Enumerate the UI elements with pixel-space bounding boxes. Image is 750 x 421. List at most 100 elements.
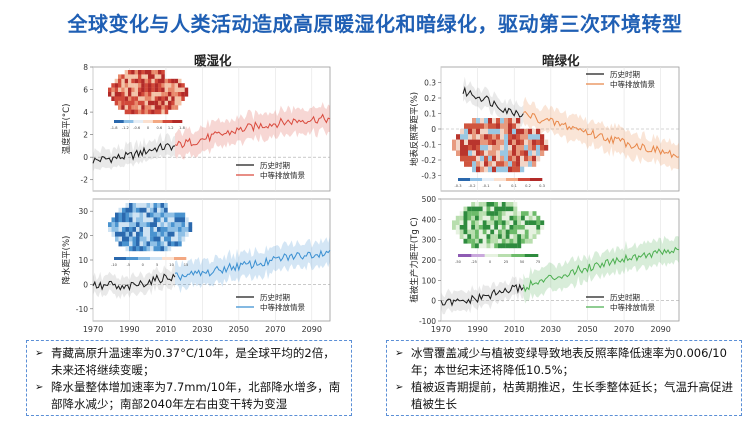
page-title: 全球变化与人类活动造成高原暖湿化和暗绿化，驱动第三次环境转型: [67, 12, 683, 36]
map-cell: [111, 222, 116, 228]
map-cell: [154, 96, 159, 101]
map-cell: [168, 105, 172, 110]
map-cell: [513, 229, 518, 235]
map-cell: [131, 109, 135, 115]
map-cell: [143, 231, 147, 237]
colorbar-label: 1.2: [168, 126, 174, 130]
map-cell: [488, 134, 493, 140]
map-cell: [138, 92, 142, 97]
map-cell: [167, 212, 172, 218]
map-cell: [472, 145, 477, 151]
map-cell: [132, 246, 137, 252]
colorbar-label: -25: [471, 260, 477, 264]
map-cell: [498, 229, 502, 235]
map-cell: [488, 166, 493, 173]
map-cell: [475, 229, 479, 235]
map-cell: [524, 220, 529, 226]
map-cell: [463, 225, 468, 230]
series-line-historical: [462, 86, 524, 118]
map-cell: [157, 203, 161, 208]
map-cell: [131, 87, 135, 93]
map-cell: [498, 215, 502, 221]
map-cell: [490, 220, 495, 226]
x-tick-label: 2050: [577, 325, 597, 334]
y-tick-label: 0.1: [424, 110, 436, 119]
map-cell: [148, 78, 152, 84]
y-tick-label: 0: [83, 280, 88, 289]
notes-right: 冰雪覆盖减少与植被变绿导致地表反照率降低速率为0.006/10年；本世纪末还将降…: [386, 340, 742, 416]
map-cell: [528, 134, 533, 140]
map-cell: [540, 220, 545, 226]
map-cell: [178, 222, 182, 228]
map-cell: [524, 229, 529, 235]
map-cell: [164, 212, 168, 218]
map-cell: [129, 203, 133, 208]
map-cell: [478, 225, 483, 230]
colorbar-label: 0: [147, 126, 150, 130]
y-tick-label: -0.3: [421, 172, 436, 181]
x-tick-label: 2070: [265, 325, 285, 334]
map-cell: [164, 78, 169, 84]
map-cell: [151, 96, 155, 101]
map-cell: [174, 92, 179, 97]
map-cell: [132, 236, 137, 242]
map-cell: [184, 92, 189, 97]
map-cell: [134, 92, 139, 97]
map-cell: [512, 139, 517, 146]
map-cell: [520, 134, 525, 140]
map-cell: [484, 150, 489, 156]
map-cell: [536, 215, 541, 221]
map-cell: [480, 150, 485, 156]
map-cell: [161, 96, 165, 101]
map-cell: [480, 128, 485, 135]
map-cell: [455, 220, 460, 226]
map-cell: [521, 234, 525, 239]
map-cell: [480, 134, 485, 140]
map-cell: [129, 217, 133, 223]
map-cell: [505, 225, 510, 230]
map-cell: [139, 222, 144, 228]
map-cell: [161, 83, 165, 88]
map-cell: [536, 220, 541, 226]
map-cell: [484, 128, 489, 135]
panel-title-right: 暗绿化: [542, 53, 580, 68]
map-cell: [508, 128, 513, 135]
map-cell: [490, 225, 495, 230]
map-cell: [500, 145, 505, 151]
map-cell: [480, 161, 485, 167]
legend-label-historical: 历史时期: [610, 69, 640, 79]
map-cell: [475, 202, 479, 207]
y-axis-label: 植被生产力距平(Tg C): [409, 217, 420, 302]
map-cell: [521, 220, 525, 226]
map-cell: [114, 83, 119, 88]
map-cell: [181, 212, 186, 218]
map-cell: [501, 211, 506, 216]
map-cell: [480, 139, 485, 146]
colorbar-label: -1.8: [110, 126, 118, 130]
map-cell: [167, 231, 172, 237]
map-cell: [128, 78, 132, 84]
map-cell: [171, 212, 175, 218]
map-cell: [150, 207, 154, 213]
map-cell: [121, 78, 125, 84]
y-tick-label: 0: [431, 297, 436, 306]
map-cell: [154, 87, 159, 93]
map-cell: [478, 215, 483, 221]
map-cell: [517, 215, 522, 221]
map-cell: [528, 215, 533, 221]
map-cell: [178, 87, 182, 93]
map-cell: [472, 123, 477, 129]
map-precip: -10 -5 0 5 10 15: [108, 203, 193, 267]
map-cell: [154, 105, 159, 110]
map-cell: [532, 134, 537, 140]
y-tick-label: 30: [78, 207, 88, 216]
map-cell: [500, 150, 505, 156]
map-cell: [536, 128, 541, 135]
map-cell: [118, 105, 122, 110]
map-cell: [480, 145, 485, 151]
colorbar-cell: [126, 257, 139, 260]
map-cell: [178, 227, 182, 232]
map-cell: [482, 229, 487, 235]
